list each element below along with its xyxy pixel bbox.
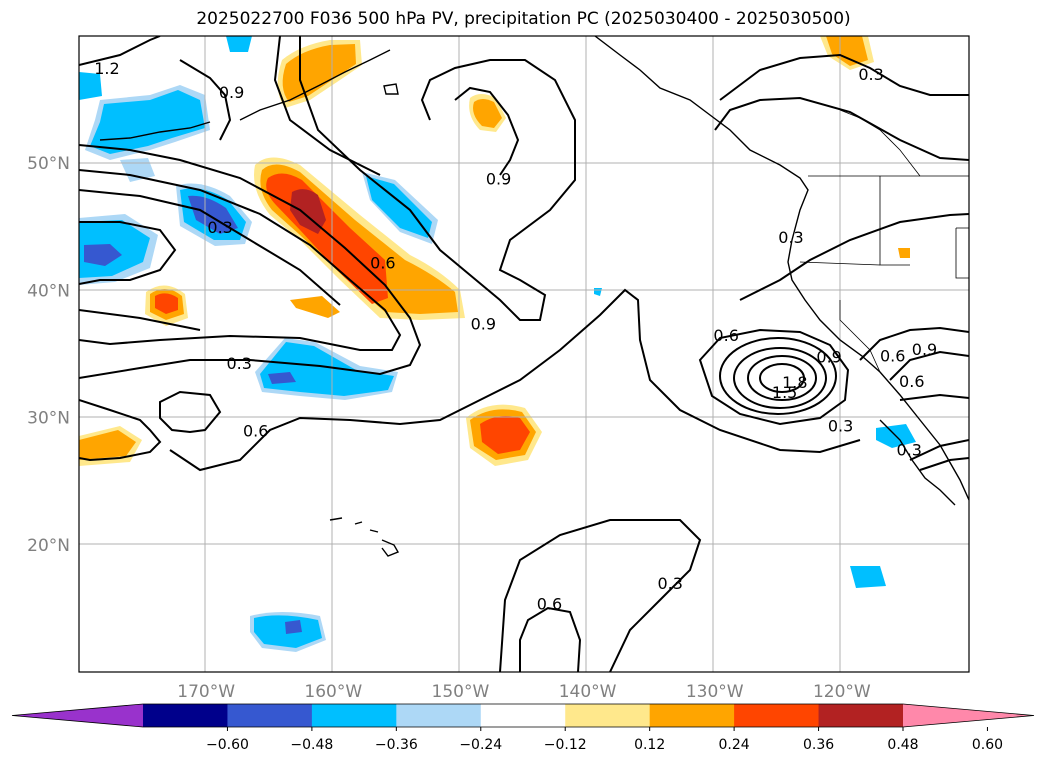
latitude-tick-label: 50°N — [27, 154, 70, 174]
colorbar-segment — [734, 704, 820, 727]
colorbar-tick-label: −0.24 — [459, 737, 502, 753]
colorbar-tick-label: −0.36 — [375, 737, 418, 753]
colorbar-tick-label: −0.12 — [544, 737, 587, 753]
contour-label: 0.3 — [226, 354, 251, 373]
longitude-tick-label: 150°W — [432, 682, 490, 702]
colorbar-tick-label: 0.24 — [719, 737, 750, 753]
longitude-tick-labels: 170°W 160°W 150°W 140°W 130°W 120°W — [177, 682, 871, 702]
latitude-tick-label: 20°N — [27, 536, 70, 556]
longitude-tick-label: 140°W — [559, 682, 617, 702]
colorbar-segment — [396, 704, 482, 727]
colorbar-segment — [227, 704, 313, 727]
colorbar-segment — [649, 704, 735, 727]
contour-label: 1.5 — [772, 383, 797, 402]
colorbar-segment — [311, 704, 397, 727]
contour-label: 0.6 — [370, 254, 395, 273]
colorbar-segment — [818, 704, 904, 727]
colorbar-segment — [143, 704, 228, 727]
colorbar-max-extension — [903, 704, 1034, 727]
contour-label: 0.9 — [486, 170, 511, 189]
contour-label: 0.6 — [880, 346, 905, 365]
map-frame — [78, 35, 970, 673]
colorbar-segment — [565, 704, 651, 727]
longitude-tick-label: 120°W — [813, 682, 871, 702]
contour-label: 1.8 — [782, 373, 807, 392]
colorbar-tick-label: 0.36 — [803, 737, 834, 753]
precip-shading — [79, 36, 916, 652]
contour-label: 0.6 — [537, 594, 562, 613]
colorbar-tick-label: 0.12 — [634, 737, 665, 753]
longitude-tick-label: 170°W — [177, 682, 235, 702]
latitude-tick-labels: 50°N 40°N 30°N 20°N — [27, 154, 70, 556]
contour-label: 0.6 — [243, 421, 268, 440]
colorbar-tick-label: 0.60 — [972, 737, 1003, 753]
colorbar-tick-label: 0.48 — [887, 737, 918, 753]
contour-label: 0.3 — [778, 228, 803, 247]
contour-label: 0.9 — [471, 315, 496, 334]
longitude-tick-label: 160°W — [304, 682, 362, 702]
longitude-tick-label: 130°W — [686, 682, 744, 702]
colorbar-segment — [480, 704, 566, 727]
contour-labels: 1.2 0.9 0.9 0.3 0.6 0.9 0.3 0.6 0.6 0.3 0.6 0.9 1.51… — [94, 59, 937, 614]
colorbar-tick-label: −0.60 — [206, 737, 249, 753]
contour-label: 0.3 — [828, 416, 853, 435]
contour-label: 0.6 — [713, 326, 738, 345]
colorbar-min-extension — [12, 704, 143, 727]
contour-label: 0.9 — [816, 348, 841, 367]
contour-label: 0.9 — [219, 83, 244, 102]
contour-label: 0.3 — [858, 65, 883, 84]
contour-label: 0.3 — [207, 218, 232, 237]
map-area — [79, 36, 969, 672]
political-borders — [799, 109, 969, 373]
latitude-tick-label: 40°N — [27, 281, 70, 301]
latitude-tick-label: 30°N — [27, 409, 70, 429]
pv-contours — [79, 36, 969, 672]
colorbar-tick-label: −0.48 — [290, 737, 333, 753]
contour-label: 1.2 — [94, 59, 119, 78]
map-title: 2025022700 F036 500 hPa PV, precipitatio… — [196, 9, 851, 29]
contour-label: 0.3 — [897, 440, 922, 459]
contour-label: 0.6 — [899, 372, 924, 391]
graticule — [79, 36, 969, 672]
colorbar: −0.60 −0.48 −0.36 −0.24 −0.12 0.12 0.24 0.36 0.4… — [11, 703, 1035, 753]
coastlines — [99, 36, 969, 557]
contour-label: 0.9 — [912, 340, 937, 359]
contour-label: 0.3 — [657, 574, 682, 593]
colorbar-outline — [11, 703, 1035, 728]
